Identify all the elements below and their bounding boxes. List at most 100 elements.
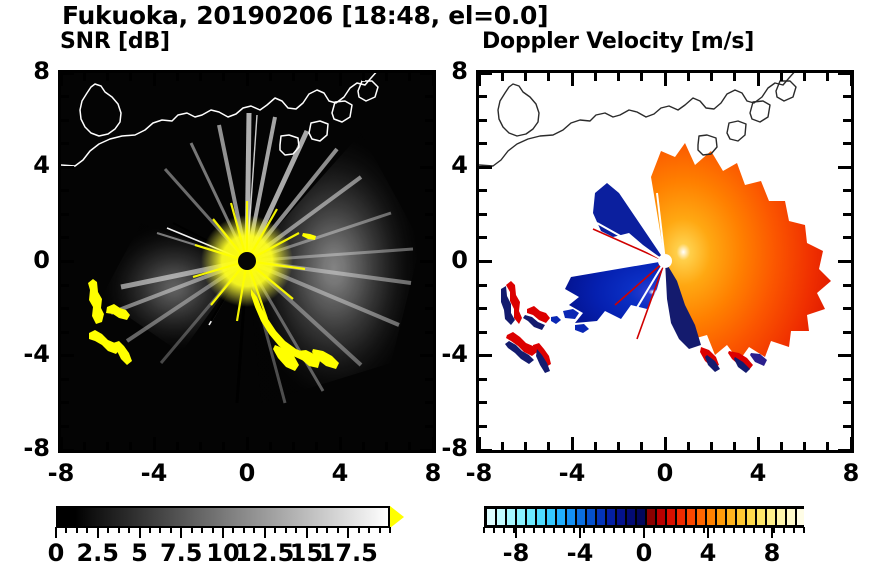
colorbar-minor-tick [65,527,68,533]
x-major-tick [245,437,249,450]
x-major-tick [477,437,481,450]
x-minor-tick [500,442,504,450]
doppler-colorbar[interactable]: -8 -4 0 4 8 [470,506,818,567]
panel-title-snr: SNR [dB] [60,29,170,54]
colorbar-cell [586,508,596,526]
x-major-tick [338,73,342,86]
y-minor-tick [425,330,433,334]
x-minor-tick [640,73,644,81]
y-minor-tick [425,236,433,240]
panel-title-doppler: Doppler Velocity [m/s] [482,29,755,54]
colorbar-minor-tick [533,527,535,533]
colorbar-minor-tick [683,527,685,533]
x-axis-label: 0 [238,459,256,487]
y-minor-tick [425,401,433,405]
colorbar-label: 4 [699,539,717,567]
x-major-tick [570,73,574,86]
x-minor-tick [268,442,272,450]
colorbar-minor-tick [603,527,605,533]
y-major-tick [838,260,851,263]
y-major-tick [479,71,492,75]
y-major-tick [838,165,851,169]
x-axis-label: -4 [558,459,586,487]
x-minor-tick [779,73,783,81]
x-minor-tick [733,442,737,450]
y-major-tick [61,260,74,263]
x-minor-tick [803,73,806,81]
y-minor-tick [61,401,69,405]
colorbar-minor-tick [284,527,287,533]
x-major-tick [338,437,342,450]
doppler-negative-sector [565,261,665,323]
x-minor-tick [779,442,783,450]
y-axis-label: 8 [33,57,50,85]
y-minor-tick [425,118,433,122]
y-minor-tick [61,95,69,99]
colorbar-minor-tick [623,527,625,533]
colorbar-minor-tick [190,527,193,533]
x-minor-tick [593,442,597,450]
y-major-tick [420,165,433,169]
snr-island-clutter [88,279,132,365]
colorbar-minor-tick [793,527,795,533]
y-minor-tick [61,212,69,216]
x-major-tick [431,437,435,450]
x-minor-tick [268,73,272,81]
colorbar-minor-tick [159,527,162,533]
colorbar-minor-tick [263,527,266,533]
colorbar-minor-tick [693,527,695,533]
x-minor-tick [826,442,830,450]
x-major-tick [570,437,574,450]
x-minor-tick [129,73,133,81]
doppler-s-lobe [665,261,701,349]
colorbar-label: 0 [47,539,65,567]
colorbar-minor-tick [663,527,665,533]
x-minor-tick [617,73,620,81]
y-minor-tick [479,236,487,240]
snr-plot-area[interactable] [58,70,436,453]
colorbar-minor-tick [336,527,339,533]
colorbar-cell [676,508,686,526]
colorbar-label: 5 [131,539,148,567]
x-minor-tick [547,442,551,450]
x-minor-tick [82,73,86,81]
colorbar-minor-tick [583,527,585,533]
y-axis-label: -8 [441,434,468,462]
colorbar-minor-tick [107,527,110,533]
doppler-plot-area[interactable] [476,70,854,453]
y-minor-tick [479,307,487,311]
y-minor-tick [843,95,851,99]
colorbar-label: 10 [206,539,240,567]
x-axis-label: -4 [140,459,168,487]
doppler-nw-lobe [593,183,665,261]
x-minor-tick [175,73,179,81]
colorbar-cell [726,508,736,526]
colorbar-minor-tick [513,527,515,533]
y-minor-tick [843,401,851,405]
colorbar-minor-tick [222,527,224,533]
colorbar-label: 2.5 [76,539,119,567]
y-minor-tick [479,189,487,193]
colorbar-cell [516,508,526,526]
colorbar-cell [616,508,626,526]
y-minor-tick [425,189,433,193]
x-major-tick [663,73,667,86]
y-major-tick [838,448,851,452]
y-major-tick [479,448,492,452]
snr-colorbar[interactable]: 0 2.5 5 7.5 10 12.5 15 17.5 [48,506,404,567]
y-minor-tick [61,377,69,381]
colorbar-minor-tick [553,527,555,533]
y-minor-tick [843,330,851,334]
x-minor-tick [408,442,412,450]
x-minor-tick [175,442,179,450]
y-minor-tick [61,189,69,193]
x-minor-tick [408,73,412,81]
colorbar-minor-tick [753,527,755,533]
x-minor-tick [617,442,620,450]
y-minor-tick [843,212,851,216]
y-axis-label: -8 [23,434,50,462]
x-minor-tick [385,442,388,450]
colorbar-arrow-left [470,506,484,528]
colorbar-minor-tick [180,527,183,533]
x-minor-tick [292,73,295,81]
